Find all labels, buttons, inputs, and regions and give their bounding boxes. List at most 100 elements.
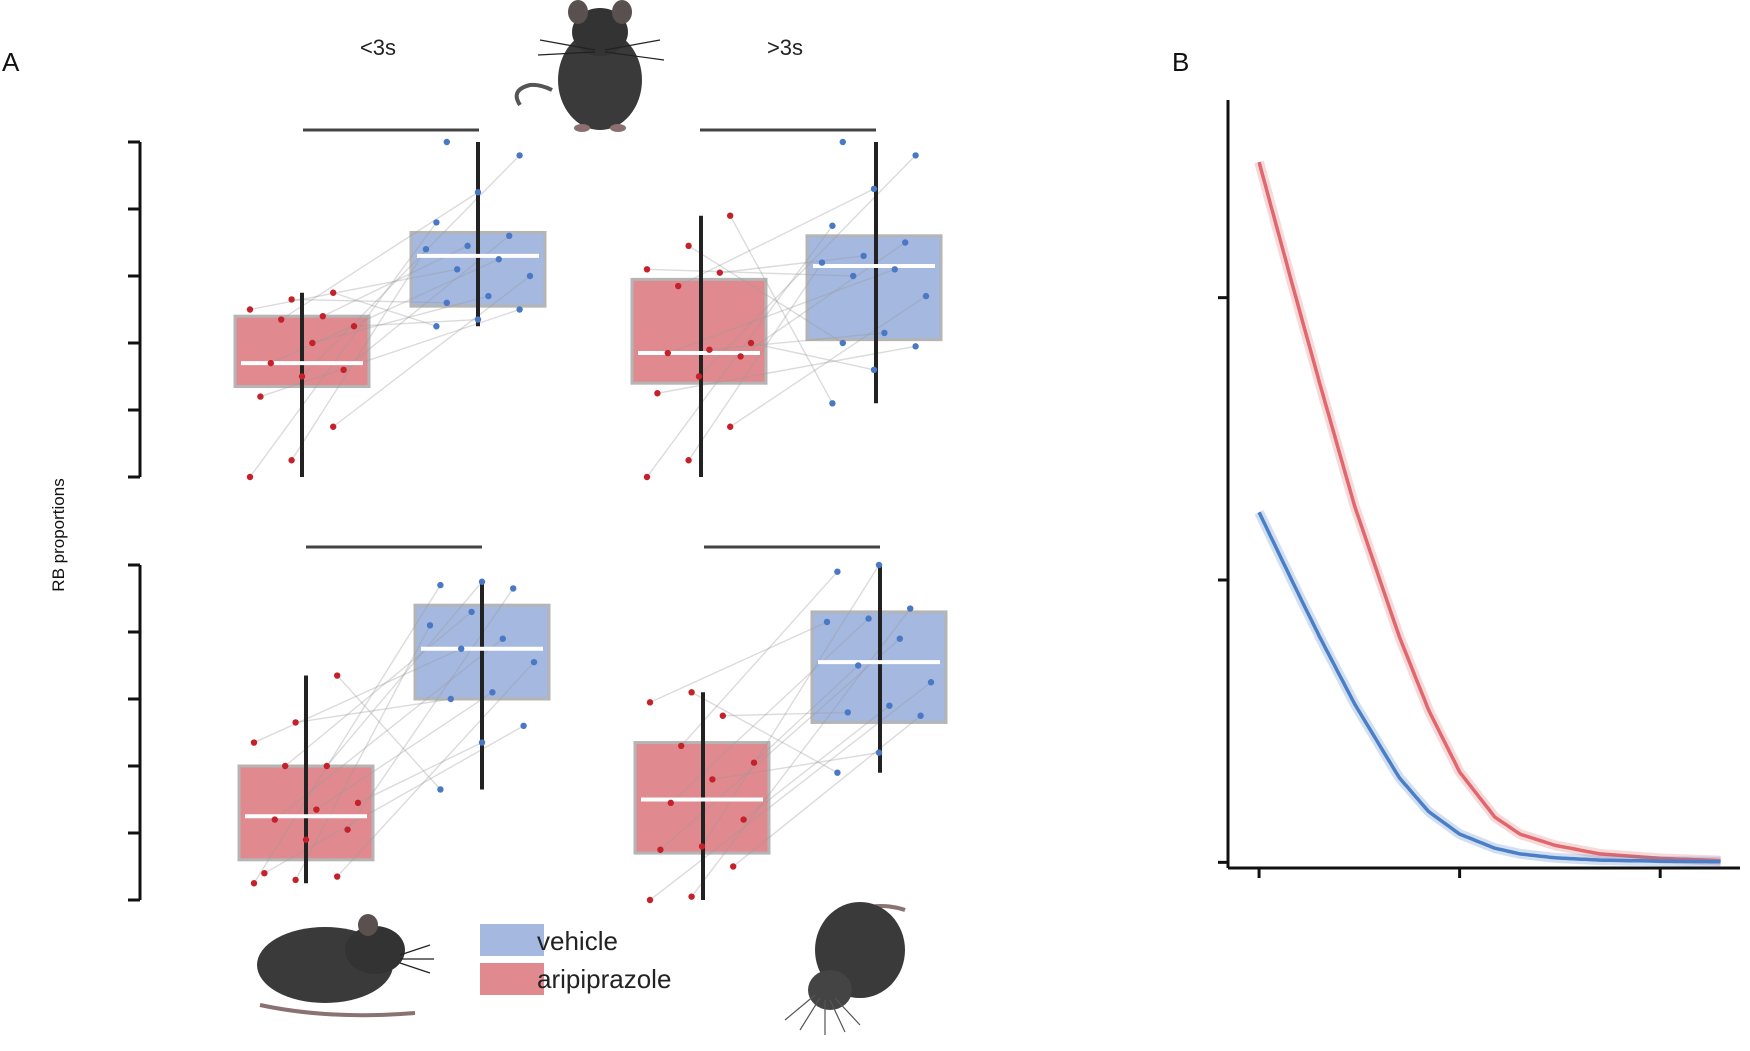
shared-ylabel: RB proportions [49,478,68,591]
data-point-aripiprazole [340,366,347,373]
data-point-vehicle [495,256,502,263]
pair-line [280,191,479,321]
pair-line [719,255,864,274]
data-point-vehicle [485,292,492,300]
pair-line [291,298,447,304]
pair-line [753,664,859,764]
data-point-vehicle [907,605,914,612]
boxplot-panel [128,128,547,481]
pair-line [326,581,483,767]
series-line-vehicle [1257,511,1721,864]
data-point-aripiprazole [646,896,654,904]
panel-a-letter: A [2,47,20,77]
pair-line [274,638,504,821]
data-point-vehicle [823,618,831,626]
data-point-aripiprazole [643,266,651,273]
data-point-aripiprazole [737,353,744,360]
data-point-vehicle [870,185,878,193]
data-point-aripiprazole [654,390,661,397]
pair-line [698,154,917,377]
pair-line [691,608,911,898]
data-point-aripiprazole [667,799,674,807]
pair-line [709,332,885,351]
data-point-aripiprazole [344,826,351,833]
data-point-vehicle [433,219,440,226]
data-point-vehicle [860,252,867,260]
data-point-aripiprazole [354,799,362,807]
data-point-aripiprazole [323,762,330,770]
data-point-aripiprazole [678,742,685,750]
data-point-aripiprazole [675,282,682,290]
legend: vehicle aripiprazole [480,924,671,995]
data-point-aripiprazole [706,346,713,353]
data-point-aripiprazole [688,893,695,900]
data-point-aripiprazole [716,269,723,276]
data-point-vehicle [474,189,482,196]
data-point-aripiprazole [730,863,737,870]
data-point-vehicle [844,709,851,716]
boxplot-panel [128,545,551,902]
pair-line [332,292,437,327]
data-point-aripiprazole [657,846,664,853]
data-point-aripiprazole [685,457,692,464]
data-point-aripiprazole [288,296,295,303]
data-point-vehicle [530,658,538,666]
data-point-aripiprazole [727,212,734,219]
data-point-aripiprazole [334,873,341,880]
pair-line [343,235,510,371]
pair-line [270,258,500,364]
data-point-vehicle [870,366,878,373]
data-point-aripiprazole [267,359,274,367]
data-point-aripiprazole [664,349,671,357]
data-point-vehicle [834,568,841,575]
data-point-aripiprazole [250,739,258,746]
data-point-vehicle [437,581,444,589]
data-point-vehicle [506,232,513,239]
data-point-vehicle [896,635,903,642]
data-point-vehicle [516,152,523,159]
pair-line [249,268,458,311]
column-title-short: <3s [360,35,396,60]
data-point-aripiprazole [643,473,651,481]
data-point-vehicle [917,712,924,719]
data-point-vehicle [426,622,434,629]
data-point-vehicle [447,695,454,703]
data-point-vehicle [478,578,486,585]
column-title-long: >3s [767,35,803,60]
pair-line [732,715,922,868]
pair-line [646,268,854,277]
pair-line [249,221,437,478]
data-point-vehicle [464,242,471,250]
pair-line [659,638,901,851]
legend-label-aripiprazole: aripiprazole [537,964,671,994]
data-point-vehicle [834,769,841,776]
legend-label-vehicle: vehicle [537,926,618,956]
data-point-vehicle [850,272,857,280]
pair-line [649,621,828,703]
pair-line [336,661,535,878]
data-point-aripiprazole [750,759,758,766]
data-point-vehicle [912,343,919,350]
pair-line [284,611,473,767]
pair-line [688,262,823,461]
data-point-aripiprazole [282,762,289,770]
pair-line [291,248,427,461]
pair-line [253,648,462,744]
data-point-aripiprazole [709,776,716,783]
data-point-aripiprazole [250,880,258,887]
mouse-rearing-icon [514,0,665,132]
series-band-aripiprazole [1254,160,1721,866]
pair-line [680,571,838,747]
pair-line [353,318,479,327]
data-point-vehicle [433,323,440,330]
data-point-vehicle [458,645,465,652]
data-point-vehicle [855,662,862,669]
data-point-vehicle [922,292,930,300]
pair-line [750,342,875,371]
data-point-aripiprazole [740,816,747,823]
panel-a-boxplots [128,128,948,904]
pair-line [667,268,896,354]
pair-line [743,705,890,821]
data-point-aripiprazole [688,689,695,696]
